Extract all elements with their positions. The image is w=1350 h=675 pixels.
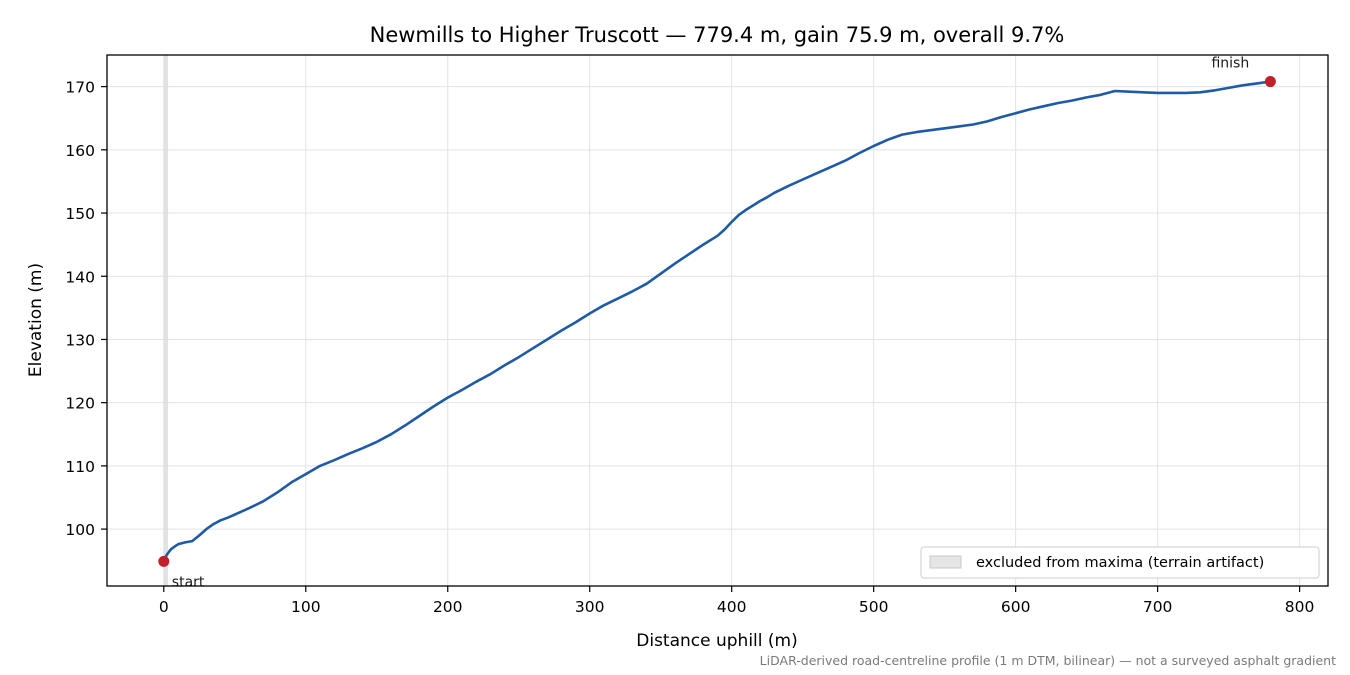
x-tick-label: 700 [1143, 598, 1173, 616]
x-tick-label: 600 [1001, 598, 1031, 616]
legend-label: excluded from maxima (terrain artifact) [976, 555, 1264, 571]
y-tick-label: 120 [65, 395, 95, 413]
y-tick-label: 140 [65, 268, 95, 286]
y-tick-label: 110 [65, 458, 95, 476]
x-tick-label: 0 [159, 598, 169, 616]
y-axis-label: Elevation (m) [26, 263, 46, 377]
footnote: LiDAR-derived road-centreline profile (1… [760, 653, 1336, 668]
x-tick-label: 300 [575, 598, 605, 616]
plot-frame [106, 54, 1329, 587]
y-tick-label: 160 [65, 142, 95, 160]
y-tick-label: 100 [65, 521, 95, 539]
chart-title: Newmills to Higher Truscott — 779.4 m, g… [370, 23, 1065, 47]
finish-label: finish [1211, 56, 1249, 72]
legend-swatch [929, 555, 962, 569]
elevation-line [162, 80, 1271, 562]
gridlines [107, 55, 1328, 586]
finish-marker [1264, 76, 1276, 88]
plot-area: start finish [106, 54, 1329, 590]
x-tick-label: 500 [859, 598, 889, 616]
legend-box [920, 546, 1320, 579]
x-tick-label: 400 [717, 598, 747, 616]
start-marker [158, 555, 170, 567]
x-axis-ticks: 0 100 200 300 400 500 600 700 800 [159, 586, 1315, 616]
plot-background [107, 55, 1328, 586]
x-tick-label: 200 [433, 598, 463, 616]
y-axis-ticks: 100 110 120 130 140 150 160 170 [65, 79, 107, 539]
excluded-region-band [163, 55, 169, 586]
y-tick-label: 170 [65, 79, 95, 97]
x-tick-label: 100 [291, 598, 321, 616]
x-tick-label: 800 [1285, 598, 1315, 616]
y-tick-label: 130 [65, 331, 95, 349]
start-label: start [172, 574, 205, 590]
x-axis-label: Distance uphill (m) [636, 631, 797, 651]
y-tick-label: 150 [65, 205, 95, 223]
legend: excluded from maxima (terrain artifact) [920, 546, 1320, 579]
